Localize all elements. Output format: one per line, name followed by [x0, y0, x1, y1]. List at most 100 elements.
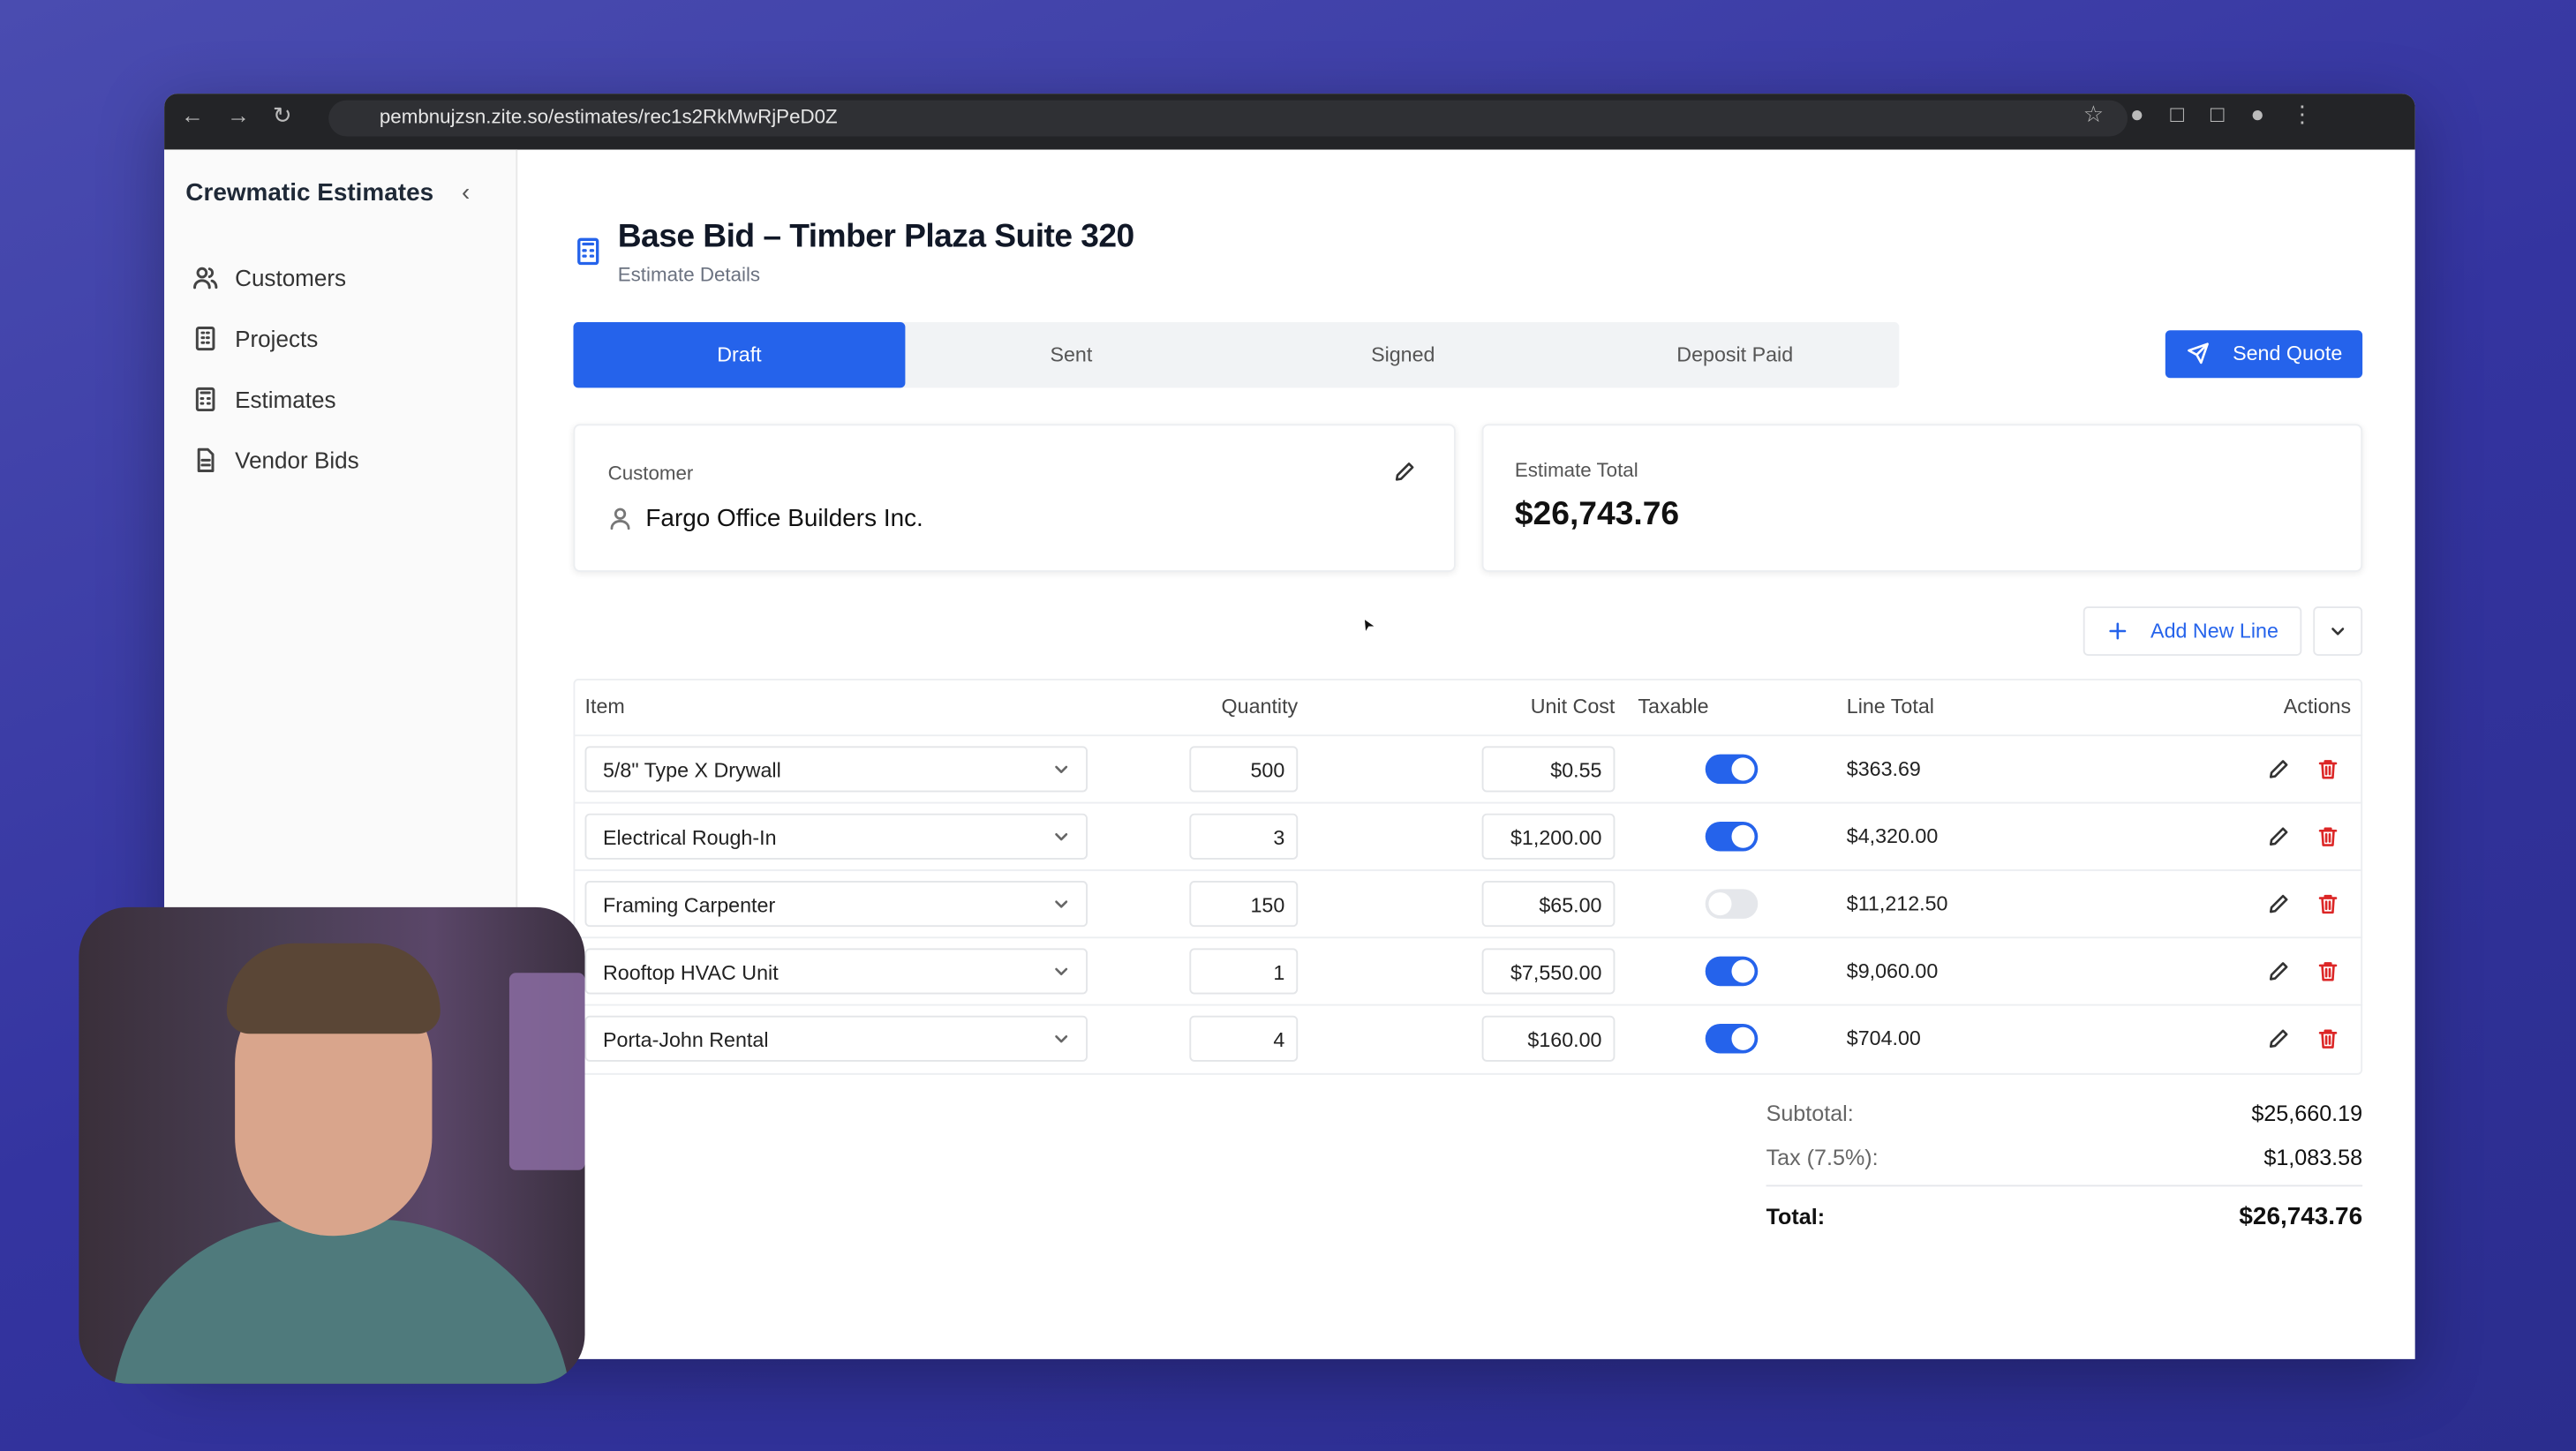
- item-name: 5/8" Type X Drywall: [602, 759, 781, 783]
- card: [1481, 424, 2363, 572]
- column-header: Actions: [2283, 695, 2352, 718]
- nav-item[interactable]: Customers: [181, 256, 501, 302]
- nav-item[interactable]: Vendor Bids: [181, 439, 501, 485]
- column-header: Taxable: [1638, 695, 1709, 718]
- plus-icon: [2106, 620, 2129, 650]
- select-chevron: [1050, 757, 1073, 788]
- summary-divider: [1766, 1184, 2363, 1187]
- line-total: $363.69: [1846, 757, 1921, 781]
- nav-label: Projects: [235, 325, 319, 352]
- add-line-button[interactable]: Add New Line: [2083, 606, 2302, 656]
- item-select[interactable]: Framing Carpenter: [584, 881, 1088, 928]
- unit-cost-input[interactable]: $1,200.00: [1481, 813, 1616, 860]
- item-select[interactable]: 5/8" Type X Drywall: [584, 746, 1088, 793]
- taxable-toggle[interactable]: [1705, 822, 1759, 852]
- edit-row[interactable]: [2267, 1027, 2290, 1058]
- row-divider: [573, 1004, 2363, 1006]
- item-name: Porta-John Rental: [602, 1028, 769, 1052]
- total-label: Estimate Total: [1514, 458, 1638, 482]
- delete-row[interactable]: [2316, 959, 2339, 990]
- item-name: Electrical Rough-In: [602, 826, 777, 850]
- taxable-toggle[interactable]: [1705, 956, 1759, 987]
- nav-icon: [192, 265, 219, 299]
- line-total: $9,060.00: [1846, 959, 1939, 983]
- unit-cost-input[interactable]: $160.00: [1481, 1015, 1616, 1062]
- quantity-input[interactable]: 4: [1189, 1015, 1299, 1062]
- unit-cost-input[interactable]: $7,550.00: [1481, 948, 1616, 995]
- item-select[interactable]: Electrical Rough-In: [584, 813, 1088, 860]
- lamp: [508, 973, 585, 1170]
- summary-value: $26,743.76: [2239, 1202, 2363, 1231]
- quantity-input[interactable]: 150: [1189, 881, 1299, 928]
- select-chevron: [1050, 959, 1073, 990]
- edit-row[interactable]: [2267, 757, 2290, 788]
- customer-icon: [608, 506, 633, 538]
- unit-cost-input[interactable]: $0.55: [1481, 746, 1616, 793]
- nav-icon: [192, 326, 219, 360]
- row-divider: [573, 936, 2363, 939]
- item-select[interactable]: Rooftop HVAC Unit: [584, 948, 1088, 995]
- column-header: Unit Cost: [1530, 695, 1616, 718]
- item-name: Rooftop HVAC Unit: [602, 961, 779, 985]
- select-chevron: [1050, 1027, 1073, 1058]
- toggle-knob: [1731, 824, 1755, 848]
- status-tab[interactable]: Signed: [1371, 343, 1435, 367]
- edit-row[interactable]: [2267, 892, 2290, 923]
- toggle-knob: [1731, 1026, 1755, 1050]
- row-divider: [573, 734, 2363, 737]
- sidebar-title: Crewmatic Estimates: [185, 178, 434, 207]
- column-header: Item: [584, 695, 625, 718]
- toggle-knob: [1731, 959, 1755, 983]
- page-title: Base Bid – Timber Plaza Suite 320: [617, 218, 1135, 255]
- send-icon: [2187, 342, 2210, 372]
- page-icon: [573, 237, 602, 274]
- line-total: $704.00: [1846, 1026, 1921, 1050]
- add-line-menu[interactable]: [2313, 606, 2363, 656]
- taxable-toggle[interactable]: [1705, 1024, 1759, 1054]
- nav-item[interactable]: Estimates: [181, 378, 501, 424]
- nav-label: Vendor Bids: [235, 447, 359, 474]
- nav-icon: [192, 387, 219, 421]
- nav-item[interactable]: Projects: [181, 317, 501, 363]
- nav-icon: [192, 447, 219, 481]
- summary-value: $1,083.58: [2263, 1145, 2363, 1170]
- toolbar-icons: ☆●□□●⋮: [2083, 100, 2340, 127]
- summary-value: $25,660.19: [2251, 1101, 2363, 1126]
- status-tab[interactable]: Sent: [1050, 343, 1093, 367]
- unit-cost-input[interactable]: $65.00: [1481, 881, 1616, 928]
- quantity-input[interactable]: 1: [1189, 948, 1299, 995]
- send-quote-button[interactable]: Send Quote: [2165, 330, 2363, 379]
- toggle-knob: [1731, 757, 1755, 781]
- send-label: Send Quote: [2233, 342, 2343, 365]
- table: [573, 679, 2363, 1075]
- add-line-label: Add New Line: [2150, 619, 2278, 643]
- delete-row[interactable]: [2316, 1027, 2339, 1058]
- status-tab[interactable]: Draft: [573, 321, 906, 388]
- toggle-knob: [1708, 892, 1732, 916]
- collapse-button[interactable]: ‹: [461, 178, 471, 207]
- nav-label: Customers: [235, 264, 347, 291]
- total-value: $26,743.76: [1514, 496, 1680, 533]
- edit-row[interactable]: [2267, 825, 2290, 856]
- edit-row[interactable]: [2267, 959, 2290, 990]
- nav-label: Estimates: [235, 386, 336, 413]
- taxable-toggle[interactable]: [1705, 889, 1759, 919]
- page-subtitle: Estimate Details: [617, 262, 761, 286]
- edit-customer[interactable]: [1393, 460, 1416, 491]
- hair: [226, 943, 441, 1034]
- quantity-input[interactable]: 3: [1189, 813, 1299, 860]
- quantity-input[interactable]: 500: [1189, 746, 1299, 793]
- line-total: $11,212.50: [1846, 892, 1948, 916]
- select-chevron: [1050, 892, 1073, 923]
- summary-label: Subtotal:: [1766, 1101, 1854, 1126]
- taxable-toggle[interactable]: [1705, 754, 1759, 785]
- item-name: Framing Carpenter: [602, 893, 776, 917]
- nav-buttons: ←→↻: [180, 101, 315, 129]
- delete-row[interactable]: [2316, 825, 2339, 856]
- delete-row[interactable]: [2316, 757, 2339, 788]
- delete-row[interactable]: [2316, 892, 2339, 923]
- status-tab[interactable]: Deposit Paid: [1676, 343, 1794, 367]
- column-header: Line Total: [1846, 695, 1934, 718]
- item-select[interactable]: Porta-John Rental: [584, 1015, 1088, 1062]
